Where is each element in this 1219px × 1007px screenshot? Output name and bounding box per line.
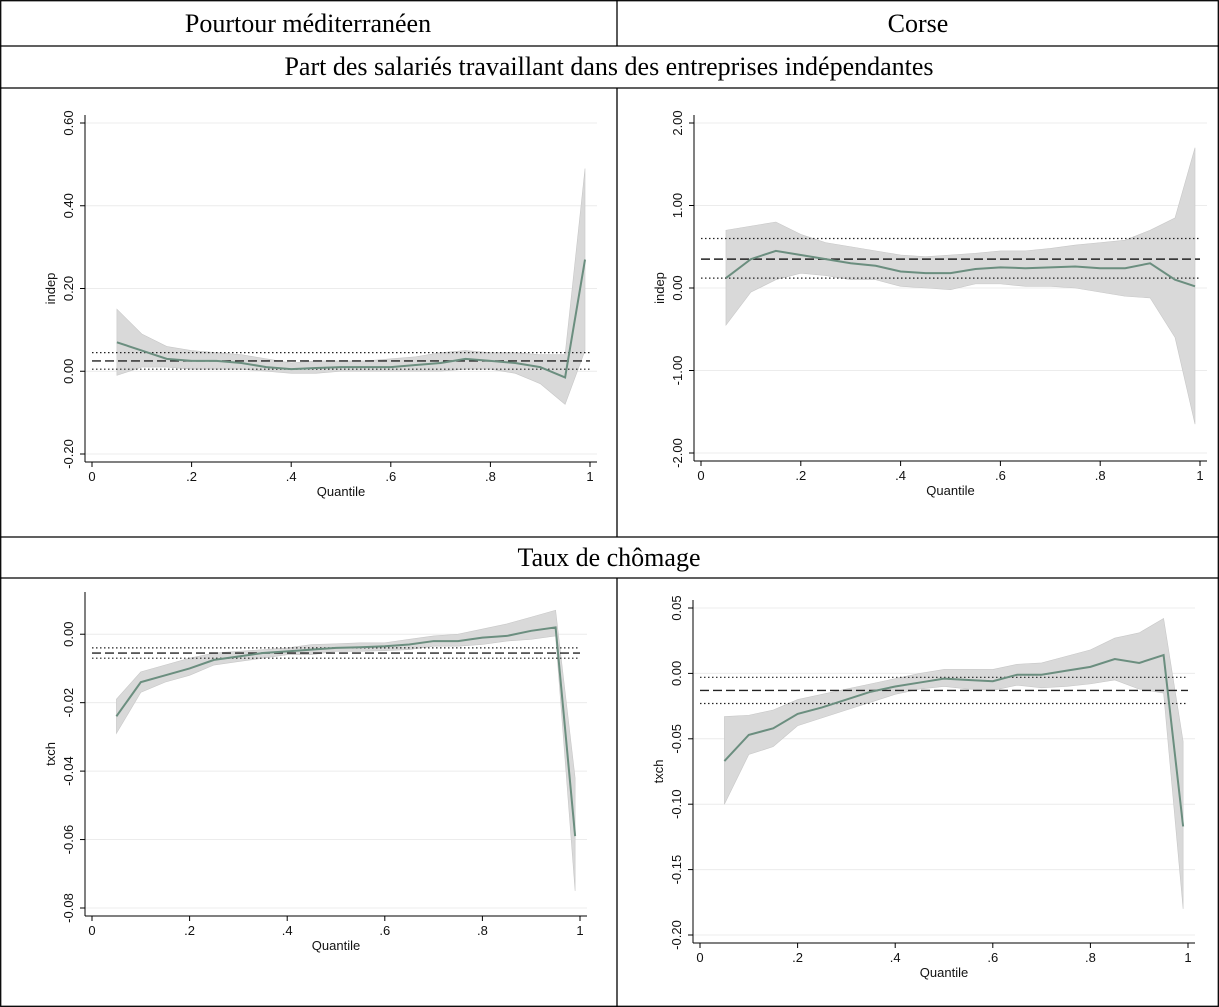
y-tick-label: -0.20 [61,439,76,469]
y-tick-label: -0.02 [61,688,76,718]
y-axis-label: indep [652,272,667,304]
y-tick-label: 0.20 [61,276,76,301]
section-title: Taux de chômage [518,543,701,572]
y-tick-label: -1.00 [670,356,685,386]
x-tick-label: .8 [1095,468,1106,483]
x-tick-label: .8 [485,469,496,484]
y-tick-label: 2.00 [670,110,685,135]
chart: -0.20 0.00 0.20 0.40 0.60 0 .2 .4 .6 .8 1 Quantile i… [43,110,597,499]
x-tick-label: .2 [186,469,197,484]
confidence-band [116,168,586,405]
confidence-band [725,147,1196,425]
y-tick-label: 0.60 [61,110,76,135]
y-tick-label: 0.00 [670,275,685,300]
y-tick-label: -0.08 [61,893,76,923]
confidence-band [724,617,1184,909]
y-tick-label: -0.10 [669,789,684,819]
y-axis-label: indep [43,273,58,305]
y-tick-label: 0.00 [61,622,76,647]
estimate-line [725,249,1196,288]
y-axis-label: txch [43,742,58,766]
x-tick-label: .8 [477,923,488,938]
x-tick-label: 1 [1196,468,1203,483]
x-axis-label: Quantile [926,483,974,498]
x-tick-label: .2 [792,950,803,965]
x-tick-label: 1 [1184,950,1191,965]
y-tick-label: 0.00 [669,661,684,686]
x-tick-label: .6 [987,950,998,965]
y-tick-label: -0.06 [61,825,76,855]
x-tick-label: 0 [88,923,95,938]
x-tick-label: .2 [795,468,806,483]
x-tick-label: 0 [697,468,704,483]
y-axis-label: txch [651,760,666,784]
x-axis-label: Quantile [920,965,968,980]
x-tick-label: .6 [995,468,1006,483]
x-tick-label: .2 [184,923,195,938]
x-tick-label: .6 [385,469,396,484]
x-tick-label: .4 [282,923,293,938]
chart: -2.00 -1.00 0.00 1.00 2.00 0 .2 .4 .6 .8 1 Quantile… [652,110,1207,498]
x-tick-label: .4 [895,468,906,483]
y-tick-label: -0.04 [61,756,76,786]
x-tick-label: .6 [379,923,390,938]
confidence-band [116,609,576,891]
y-tick-label: 0.00 [61,359,76,384]
estimate-line [115,626,577,837]
x-axis-label: Quantile [312,938,360,953]
x-axis-label: Quantile [317,484,365,499]
x-tick-label: 0 [696,950,703,965]
y-tick-label: 0.05 [669,595,684,620]
y-tick-label: -0.20 [669,920,684,950]
y-tick-label: -0.15 [669,855,684,885]
chart: -0.08 -0.06 -0.04 -0.02 0.00 0 .2 .4 .6 .8 1 Quanti… [43,592,587,953]
column-header: Pourtour méditerranéen [185,9,431,38]
x-tick-label: 1 [576,923,583,938]
x-tick-label: 1 [586,469,593,484]
chart: -0.20 -0.15 -0.10 -0.05 0.00 0.05 0 .2 .4 .6 .8 1 Qu… [651,595,1195,980]
x-tick-label: .8 [1085,950,1096,965]
x-tick-label: .4 [286,469,297,484]
x-tick-label: .4 [890,950,901,965]
y-tick-label: -0.05 [669,724,684,754]
column-header: Corse [888,9,949,38]
estimate-line [723,653,1185,827]
section-title: Part des salariés travaillant dans des e… [284,52,933,81]
y-tick-label: -2.00 [670,438,685,468]
y-tick-label: 1.00 [670,193,685,218]
y-tick-label: 0.40 [61,193,76,218]
estimate-line [116,259,587,379]
x-tick-label: 0 [88,469,95,484]
